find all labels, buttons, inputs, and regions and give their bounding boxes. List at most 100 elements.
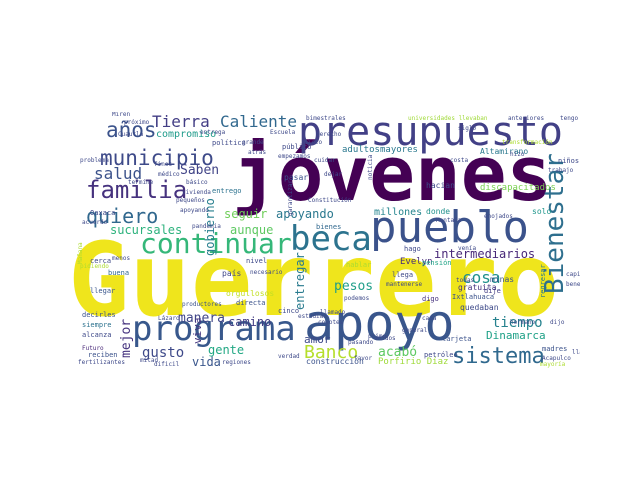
cloud-word: mayores [380, 145, 418, 155]
cloud-word: tiempo [492, 315, 543, 331]
cloud-word: continuar [140, 227, 292, 260]
cloud-word: Montaña [436, 217, 462, 224]
cloud-word: llegar [90, 287, 116, 295]
cloud-word: orgullosos [226, 289, 275, 298]
cloud-word: madres [542, 345, 568, 353]
cloud-word: gratuita [458, 283, 497, 292]
cloud-word: años [106, 118, 157, 142]
cloud-word: siglo [458, 125, 477, 132]
cloud-word: problema [80, 157, 109, 164]
cloud-word: decirles [82, 311, 116, 319]
cloud-word: sucursales [110, 223, 183, 237]
cloud-word: Miren [112, 112, 131, 118]
cloud-word: anteriores [508, 115, 545, 122]
cloud-word: mitad [140, 357, 159, 364]
cloud-word: mejor [119, 318, 134, 358]
cloud-word: cinco [278, 307, 300, 315]
cloud-word: solo [532, 207, 552, 216]
cloud-word: noticia [367, 154, 374, 180]
cloud-word: amor [304, 333, 331, 346]
cloud-word: Cuautla [118, 131, 144, 138]
cloud-word: Tierra [152, 112, 210, 131]
cloud-word: jóvenes [232, 129, 553, 218]
cloud-word: camino [228, 315, 272, 329]
cloud-word: derecho [316, 131, 342, 138]
cloud-word: viva [191, 317, 204, 345]
cloud-word: Mañana [77, 242, 84, 264]
cloud-word: Lázaro [158, 315, 180, 322]
cloud-word: trabajo [548, 167, 574, 174]
cloud-word: dije [484, 287, 501, 295]
cloud-word: niños [558, 157, 580, 165]
cloud-word: favor [354, 355, 373, 362]
cloud-word: hacian [426, 181, 455, 190]
word-cloud: Guerrero jóvenes apoyo pueblo presupuest… [72, 112, 580, 368]
cloud-word: podemos [344, 295, 370, 302]
cloud-word: hizo [510, 151, 525, 158]
cloud-word: beneficio [566, 281, 580, 288]
cloud-word: pasando [348, 339, 374, 346]
cloud-word: Oaxaca [90, 209, 116, 217]
cloud-word: Porfirio Díaz [378, 357, 449, 367]
cloud-word: entrega [200, 129, 226, 136]
cloud-word: pesos [334, 279, 374, 294]
cloud-word: público [282, 143, 312, 151]
cloud-word: bimestrales [306, 115, 346, 122]
cloud-word: bienes [316, 223, 342, 231]
cloud-word: compromiso [156, 129, 217, 140]
cloud-word: entrego [212, 187, 242, 195]
cloud-word: coyotes [318, 319, 344, 326]
cloud-word: fines [154, 161, 173, 168]
cloud-word: Escuela [270, 129, 296, 136]
cloud-word: cuidar [314, 157, 336, 164]
cloud-word: Guerrero [72, 221, 560, 340]
cloud-word: programa [132, 309, 296, 349]
cloud-word: Ixtlahuaca [452, 293, 495, 301]
cloud-word: gusto [142, 345, 185, 361]
cloud-word: médico [158, 171, 180, 178]
cloud-word: grande [242, 139, 264, 146]
cloud-word: Constitución [308, 197, 352, 204]
cloud-word: ciclo [304, 139, 323, 146]
cloud-word: Banco [304, 342, 359, 363]
cloud-word: Dinamarca [486, 329, 546, 342]
cloud-word: vivienda [182, 189, 211, 196]
cloud-word: Evelyn [400, 257, 433, 267]
cloud-word: venía [458, 245, 477, 252]
cloud-word: reciben [88, 351, 118, 359]
cloud-word: regresar [539, 264, 547, 298]
cloud-word: siempre [82, 321, 112, 329]
cloud-word: mantenerse [386, 281, 423, 288]
cloud-word: pandemia [192, 223, 221, 230]
cloud-word: menos [112, 255, 131, 262]
cloud-word: política [212, 139, 246, 147]
cloud-word: Acapulco [542, 355, 571, 362]
cloud-word: tarjeta [442, 335, 472, 343]
cloud-word: apoyo [304, 294, 455, 352]
cloud-word: aunque [230, 223, 274, 237]
cloud-word: buena [108, 269, 130, 277]
cloud-word: minas [490, 275, 515, 284]
cloud-word: donde [426, 207, 451, 216]
cloud-word: seguir [224, 207, 268, 221]
cloud-word: empezamos [278, 153, 311, 160]
cloud-word: hermano [510, 319, 536, 326]
cloud-word: cada [422, 315, 437, 322]
cloud-word: pasar [284, 173, 309, 182]
cloud-word: pensión [422, 259, 452, 267]
cloud-word: familia [86, 176, 188, 204]
cloud-word: pueblo [370, 202, 529, 253]
cloud-word: gente [208, 343, 245, 357]
cloud-word: quiero [86, 204, 159, 228]
cloud-word: hablar [346, 261, 372, 269]
cloud-word: país [222, 269, 242, 278]
cloud-word: productores [182, 301, 222, 308]
cloud-word: cerca [90, 257, 112, 265]
cloud-word: general [402, 327, 428, 334]
cloud-word: sistema [452, 344, 545, 368]
cloud-word: pequeños [176, 197, 205, 204]
cloud-word: acuerdo [82, 219, 108, 226]
cloud-word: llamado [320, 309, 346, 316]
cloud-word: primo [368, 333, 387, 340]
